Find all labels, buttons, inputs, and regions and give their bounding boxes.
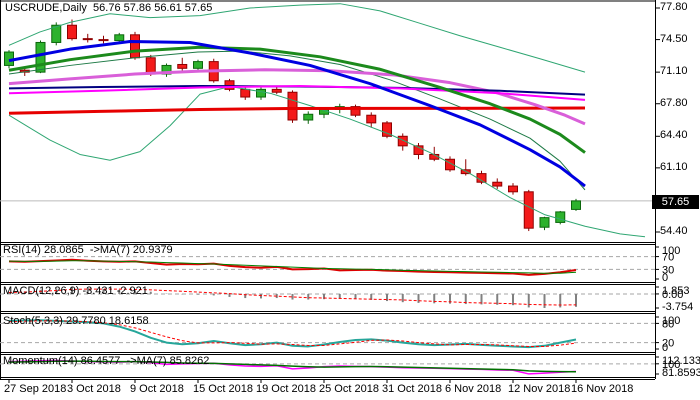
candle-body bbox=[51, 24, 62, 43]
current-price-tag: 57.65 bbox=[652, 195, 699, 209]
candle-body bbox=[492, 181, 503, 187]
ohlc-values: 56.76 57.86 56.61 57.65 bbox=[93, 2, 213, 14]
current-price-value: 57.65 bbox=[661, 196, 690, 208]
date-label: 25 Oct 2018 bbox=[319, 383, 379, 395]
candle-body bbox=[287, 91, 298, 121]
panel-axis-label: 100 bbox=[662, 245, 680, 257]
symbol-period: USCRUDE,Daily bbox=[5, 2, 87, 14]
panel-axis-label: 30 bbox=[662, 264, 674, 276]
candle-body bbox=[539, 217, 550, 228]
panel-axis-label: 1.853 bbox=[662, 285, 690, 297]
candle-body bbox=[397, 135, 408, 147]
price-label: 71.10 bbox=[660, 65, 688, 77]
panel-axis-label: 20 bbox=[662, 338, 674, 350]
panel-axis-label: 112.1335 bbox=[662, 355, 700, 367]
candle-body bbox=[145, 57, 156, 75]
candle-body bbox=[177, 63, 188, 69]
candle-body bbox=[256, 88, 266, 98]
panel-axis-label: 100 bbox=[662, 359, 680, 371]
candle-body bbox=[523, 191, 534, 229]
panel-axis-label: 0 bbox=[662, 272, 668, 284]
date-label: 19 Oct 2018 bbox=[256, 383, 316, 395]
date-label: 16 Nov 2018 bbox=[571, 383, 634, 395]
rsi-panel-label: RSI(14) 28.0865 ->MA(7) 20.9379 bbox=[3, 244, 173, 256]
candle-body bbox=[366, 114, 377, 124]
panel-axis-label: -3.754 bbox=[662, 301, 693, 313]
candle-body bbox=[35, 41, 46, 73]
price-label: 67.80 bbox=[660, 97, 688, 109]
panel-axis-label: 0 bbox=[662, 342, 668, 354]
panel-axis-label: 100 bbox=[662, 315, 680, 327]
overlay-band-upper bbox=[8, 3, 586, 73]
price-label: 77.80 bbox=[660, 1, 688, 13]
date-label: 6 Nov 2018 bbox=[445, 383, 502, 395]
candle-body bbox=[224, 80, 235, 90]
price-label: 64.40 bbox=[660, 129, 688, 141]
date-label: 27 Sep 2018 bbox=[4, 383, 67, 395]
series-rsi-ma bbox=[8, 260, 577, 274]
candle-body bbox=[271, 88, 282, 93]
candle-body bbox=[303, 113, 314, 121]
overlay-ma-orchid bbox=[8, 68, 586, 126]
panel-axis-label: 0.00 bbox=[662, 289, 683, 301]
candle-body bbox=[82, 38, 93, 41]
date-label: 3 Oct 2018 bbox=[67, 383, 121, 395]
panel-axis-label: 70 bbox=[662, 252, 674, 264]
candle-body bbox=[130, 34, 140, 59]
candle-body bbox=[193, 61, 203, 69]
candle-body bbox=[382, 122, 392, 137]
candle-body bbox=[350, 106, 361, 116]
date-label: 12 Nov 2018 bbox=[508, 383, 571, 395]
panel-axis-label: 81.8593 bbox=[662, 367, 700, 379]
candle-body bbox=[240, 88, 251, 98]
candle-body bbox=[445, 158, 455, 171]
overlay-band-lower bbox=[8, 85, 646, 238]
series-momentum-ma bbox=[8, 360, 577, 373]
overlay-ma-magenta bbox=[8, 85, 586, 101]
series-stoch-signal bbox=[8, 320, 577, 347]
overlay-ma-green bbox=[8, 45, 586, 154]
candle-body bbox=[67, 24, 77, 40]
stoch-panel-label: Stoch(5,3,3) 29.7780 18.6158 bbox=[3, 315, 149, 327]
candles-group bbox=[4, 19, 581, 232]
candle-body bbox=[571, 200, 581, 210]
panel-axis-label: 80 bbox=[662, 318, 674, 330]
candle-body bbox=[98, 39, 109, 42]
date-label: 15 Oct 2018 bbox=[193, 383, 253, 395]
overlay-band-middle bbox=[8, 50, 586, 191]
chart-header: USCRUDE,Daily 56.76 57.86 56.61 57.65 bbox=[5, 2, 212, 14]
price-label: 74.50 bbox=[660, 33, 688, 45]
candle-body bbox=[508, 185, 518, 193]
candle-body bbox=[413, 145, 424, 155]
date-label: 9 Oct 2018 bbox=[130, 383, 184, 395]
candle-body bbox=[114, 34, 125, 42]
macd-panel-label: MACD(12,26,9) -3.431 -2.921 bbox=[3, 285, 148, 297]
series-macd-signal bbox=[8, 288, 577, 306]
price-label: 61.10 bbox=[660, 161, 688, 173]
date-label: 31 Oct 2018 bbox=[382, 383, 442, 395]
candle-body bbox=[555, 211, 566, 223]
price-label: 54.40 bbox=[660, 225, 688, 237]
overlay-ma-blue bbox=[8, 40, 586, 188]
momentum-panel-label: Momentum(14) 86.4577 ->MA(7) 85.8262 bbox=[3, 355, 210, 367]
